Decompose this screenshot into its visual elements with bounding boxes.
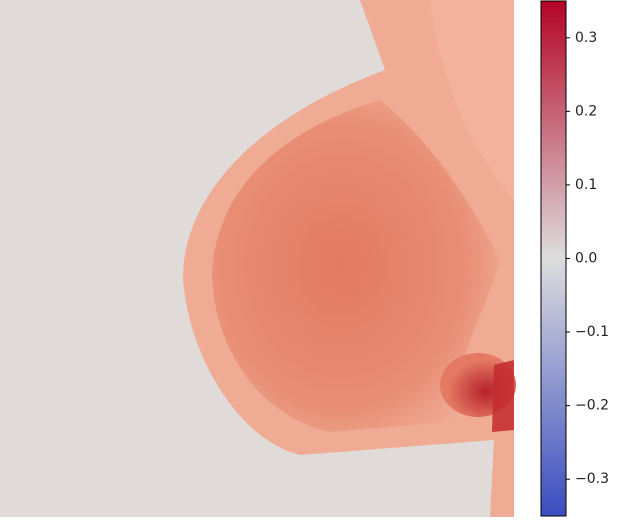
image xyxy=(0,0,516,517)
colorbar-tick-label: 0.0 xyxy=(575,251,597,267)
tissue-edge xyxy=(492,360,514,432)
colorbar-tick-label: −0.3 xyxy=(575,471,609,487)
tissue-dense xyxy=(212,100,500,432)
colorbar-tick-label: 0.1 xyxy=(575,177,597,193)
colorbar: −0.3 −0.2 −0.1 0.0 0.1 0.2 0.3 xyxy=(540,0,609,517)
colorbar-tick-label: −0.2 xyxy=(575,398,609,414)
colorbar-tick-label: 0.3 xyxy=(575,30,597,46)
colorbar-tick-label: −0.1 xyxy=(575,324,609,340)
body-wall xyxy=(360,0,514,200)
colorbar-fill xyxy=(540,0,567,517)
colorbar-tick-label: 0.2 xyxy=(575,103,597,119)
